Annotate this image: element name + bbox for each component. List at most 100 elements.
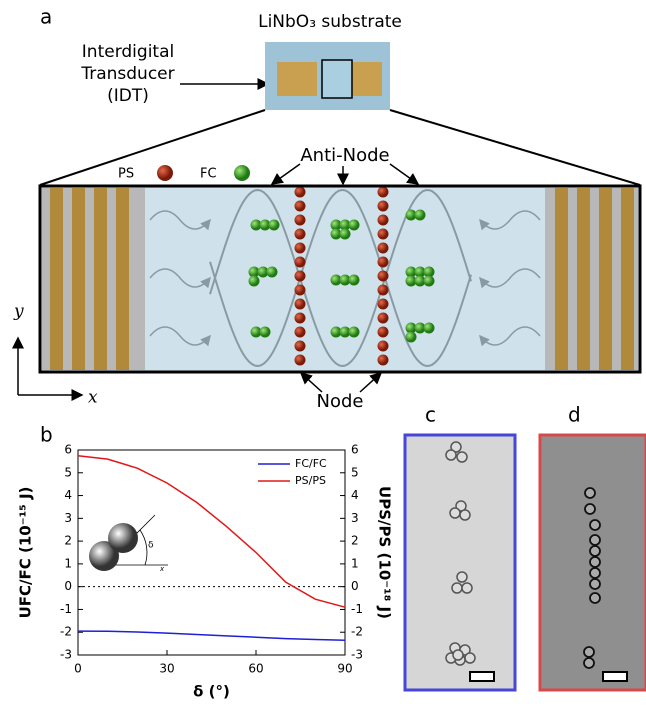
- inset-label: δ: [148, 541, 154, 551]
- bead: [465, 653, 475, 663]
- y2-tick-label: 3: [351, 511, 359, 525]
- ps-particle: [295, 327, 306, 338]
- y-tick-label: 0: [64, 579, 72, 593]
- electrode: [94, 188, 107, 370]
- bead: [590, 593, 600, 603]
- series-line: [78, 631, 345, 640]
- arrow: [360, 373, 381, 392]
- ps-particle: [157, 165, 173, 181]
- fc-particle: [406, 332, 417, 343]
- fc-particle: [349, 220, 360, 231]
- channel: [40, 186, 640, 372]
- ps-particle: [378, 243, 389, 254]
- ps-particle: [295, 201, 306, 212]
- x-tick-label: 30: [159, 662, 174, 676]
- ps-particle: [378, 341, 389, 352]
- x-axis-label: δ (°): [193, 683, 230, 701]
- y-axis-label: UFC/FC (10⁻¹⁵ J): [17, 487, 35, 619]
- substrate-label: LiNbO₃ substrate: [258, 12, 402, 32]
- panel-label: c: [425, 403, 436, 427]
- ps-particle: [295, 271, 306, 282]
- x-tick-label: 60: [248, 662, 263, 676]
- ps-particle: [295, 313, 306, 324]
- y2-tick-label: 4: [351, 488, 359, 502]
- ps-particle: [295, 285, 306, 296]
- inset-label: x: [159, 565, 165, 573]
- inset-arc: [140, 530, 147, 565]
- ps-particle: [295, 299, 306, 310]
- ps-particle: [378, 313, 389, 324]
- bead: [590, 535, 600, 545]
- arrow: [272, 164, 300, 184]
- x-tick-label: 0: [74, 662, 82, 676]
- ps-particle: [378, 285, 389, 296]
- bead: [460, 510, 470, 520]
- figure: a LiNbO₃ substrate Interdigital Transduc…: [0, 0, 646, 706]
- axis-name: y: [13, 302, 24, 322]
- ps-particle: [378, 299, 389, 310]
- y2-tick-label: -1: [351, 602, 363, 616]
- ps-particle: [378, 229, 389, 240]
- node-label: Node: [317, 391, 364, 412]
- axis-name: x: [88, 388, 98, 408]
- ps-particle: [378, 355, 389, 366]
- legend-label: FC/FC: [295, 457, 327, 470]
- fc-particle: [267, 267, 278, 278]
- fc-particle: [340, 229, 351, 240]
- legend-text: FC: [200, 167, 217, 182]
- ps-particle: [378, 327, 389, 338]
- y2-tick-label: -2: [351, 625, 363, 639]
- y-tick-label: 6: [64, 443, 72, 457]
- electrode: [116, 188, 129, 370]
- ps-particle: [378, 187, 389, 198]
- page: {"panel_labels":{"a":"a","b":"b","c":"c"…: [0, 0, 646, 706]
- fc-particle: [249, 276, 260, 287]
- fc-particle: [424, 276, 435, 287]
- bead: [590, 568, 600, 578]
- y2-axis-label: UPS/PS (10⁻¹⁸ J): [376, 486, 394, 619]
- y-tick-label: 5: [64, 465, 72, 479]
- idt-label: (IDT): [107, 86, 149, 106]
- y-tick-label: -1: [60, 602, 72, 616]
- arrow: [301, 373, 322, 392]
- y-tick-label: 2: [64, 534, 72, 548]
- electrode: [621, 188, 634, 370]
- bead: [590, 557, 600, 567]
- anti-node-label: Anti-Node: [300, 145, 389, 166]
- ps-particle: [295, 257, 306, 268]
- y-tick-label: 4: [64, 488, 72, 502]
- panel-label: b: [40, 423, 53, 447]
- ps-particle: [378, 271, 389, 282]
- ps-particle: [295, 229, 306, 240]
- legend-text: PS: [118, 167, 134, 182]
- bead: [457, 452, 467, 462]
- bead: [453, 650, 463, 660]
- bead: [590, 579, 600, 589]
- bead: [457, 572, 467, 582]
- arrow: [390, 164, 418, 184]
- fc-particle: [234, 165, 250, 181]
- bead: [590, 546, 600, 556]
- bead: [450, 508, 460, 518]
- fc-particle: [269, 220, 280, 231]
- y2-tick-label: 2: [351, 534, 359, 548]
- ps-particle: [295, 243, 306, 254]
- bead: [585, 488, 595, 498]
- panel-label: d: [568, 403, 581, 427]
- panel-label: a: [40, 5, 52, 29]
- electrode: [50, 188, 63, 370]
- ps-particle: [295, 187, 306, 198]
- ps-particle: [378, 257, 389, 268]
- fc-particle: [349, 275, 360, 286]
- y-tick-label: -2: [60, 625, 72, 639]
- electrode: [577, 188, 590, 370]
- bead: [590, 520, 600, 530]
- y2-tick-label: -3: [351, 648, 363, 662]
- zoom-line: [390, 110, 640, 185]
- fc-particle: [260, 327, 271, 338]
- zoom-line: [40, 110, 265, 185]
- ps-particle: [295, 341, 306, 352]
- idt-label: Interdigital: [82, 42, 174, 62]
- electrode: [72, 188, 85, 370]
- bead: [585, 504, 595, 514]
